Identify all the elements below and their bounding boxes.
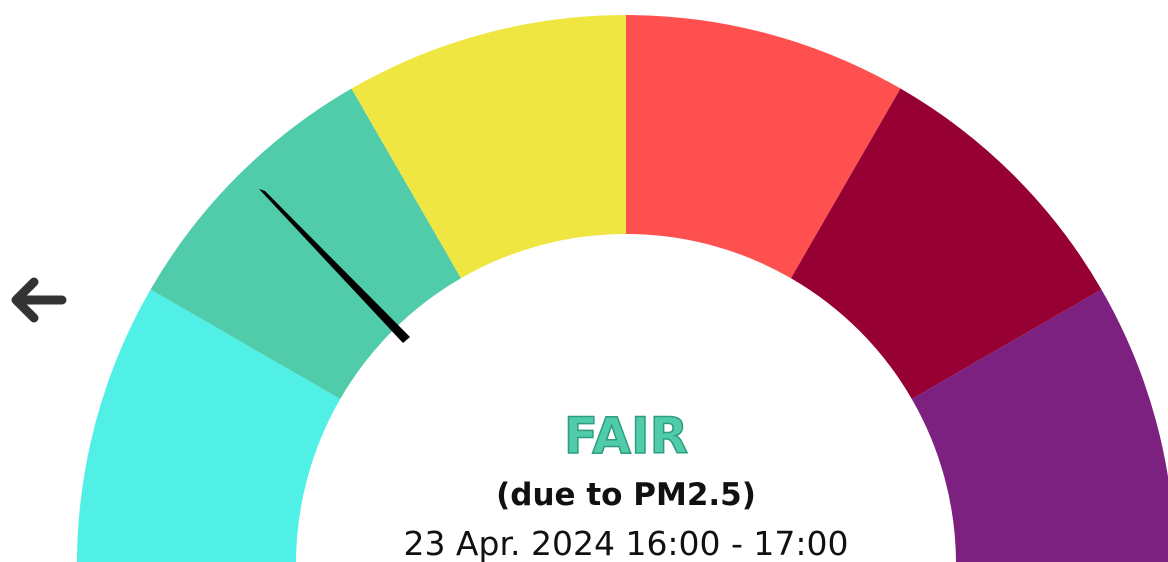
gauge-segment (626, 15, 901, 279)
pollutant-cause: (due to PM2.5) (496, 477, 756, 513)
gauge-segment (77, 289, 341, 562)
gauge-segment (791, 88, 1102, 399)
gauge-needle (259, 189, 410, 343)
back-arrow[interactable] (11, 277, 67, 323)
back-button[interactable] (11, 277, 67, 323)
time-period: 23 Apr. 2024 16:00 - 17:00 (403, 524, 848, 562)
gauge-segment (911, 289, 1168, 562)
aqi-level: FAIR (564, 407, 688, 465)
gauge-segment (351, 15, 626, 279)
